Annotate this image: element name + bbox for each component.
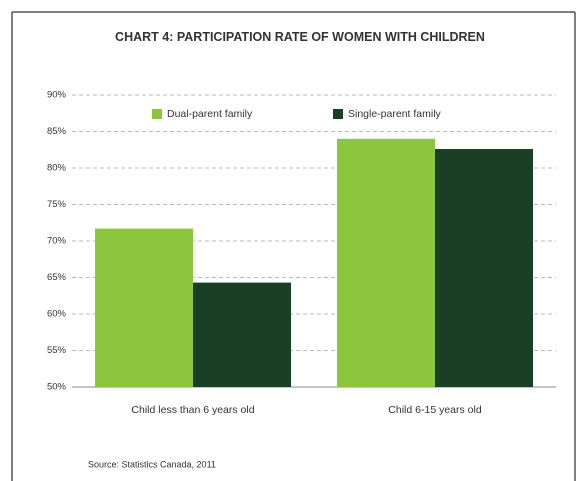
y-tick-label: 50% — [47, 382, 67, 393]
y-tick-label: 60% — [47, 309, 67, 320]
x-tick-label: Child less than 6 years old — [131, 404, 254, 416]
chart-title: CHART 4: PARTICIPATION RATE OF WOMEN WIT… — [115, 30, 485, 44]
y-tick-label: 75% — [47, 199, 67, 210]
y-tick-label: 70% — [47, 236, 67, 247]
bar — [337, 138, 435, 387]
y-tick-label: 55% — [47, 345, 67, 356]
source-note: Source: Statistics Canada, 2011 — [88, 459, 216, 469]
bar — [435, 149, 533, 387]
bar — [95, 228, 193, 387]
y-tick-label: 90% — [47, 90, 67, 101]
legend-swatch — [333, 109, 343, 119]
x-tick-label: Child 6-15 years old — [388, 404, 482, 416]
y-tick-label: 80% — [47, 163, 67, 174]
legend-label: Single-parent family — [348, 108, 442, 120]
legend-label: Dual-parent family — [167, 108, 253, 120]
bar — [193, 282, 291, 387]
legend-swatch — [152, 109, 162, 119]
y-tick-label: 65% — [47, 272, 67, 283]
y-tick-label: 85% — [47, 126, 67, 137]
